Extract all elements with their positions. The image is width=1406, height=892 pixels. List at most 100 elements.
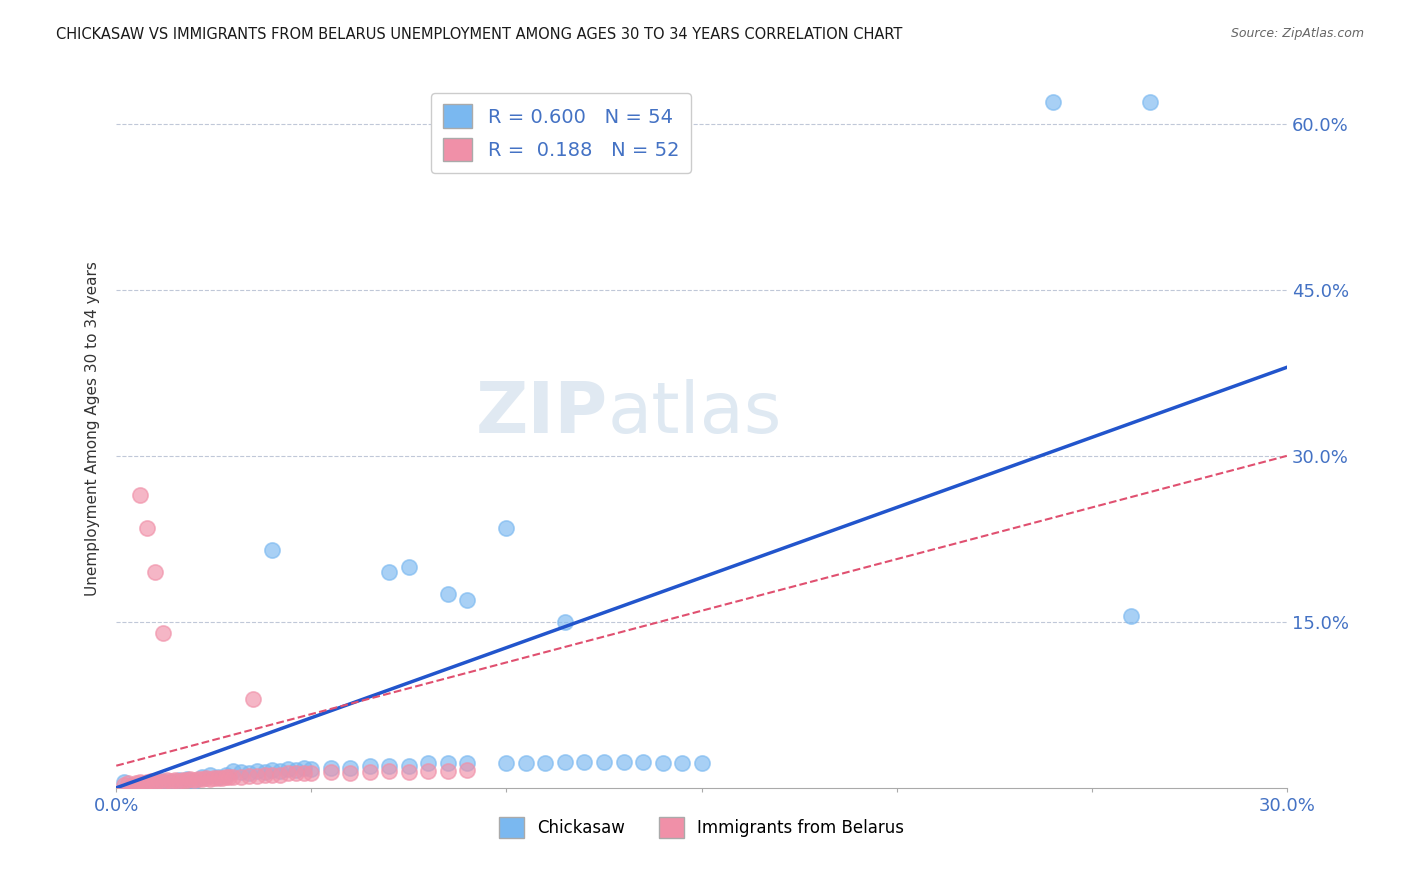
Text: ZIP: ZIP bbox=[475, 379, 607, 449]
Point bbox=[515, 756, 537, 771]
Point bbox=[319, 765, 342, 780]
Point bbox=[495, 521, 517, 535]
Point bbox=[231, 770, 253, 784]
Point bbox=[152, 626, 174, 640]
Point bbox=[198, 767, 221, 781]
Point bbox=[269, 767, 291, 781]
Legend: Chickasaw, Immigrants from Belarus: Chickasaw, Immigrants from Belarus bbox=[492, 811, 911, 844]
Point bbox=[163, 773, 186, 788]
Point bbox=[262, 542, 284, 557]
Point bbox=[378, 565, 401, 579]
Point bbox=[211, 771, 233, 785]
Point bbox=[554, 756, 576, 770]
Point bbox=[112, 775, 135, 789]
Point bbox=[319, 761, 342, 775]
Point bbox=[136, 521, 159, 535]
Point bbox=[238, 769, 260, 783]
Point bbox=[1139, 95, 1161, 109]
Point bbox=[128, 487, 150, 501]
Text: atlas: atlas bbox=[607, 379, 782, 449]
Point bbox=[218, 770, 240, 784]
Point bbox=[690, 756, 713, 771]
Point bbox=[277, 766, 299, 780]
Y-axis label: Unemployment Among Ages 30 to 34 years: Unemployment Among Ages 30 to 34 years bbox=[86, 260, 100, 596]
Point bbox=[359, 758, 381, 772]
Point bbox=[136, 776, 159, 790]
Point bbox=[176, 773, 198, 788]
Point bbox=[456, 763, 478, 777]
Point bbox=[160, 774, 183, 789]
Point bbox=[631, 756, 654, 770]
Point bbox=[359, 765, 381, 780]
Point bbox=[253, 765, 276, 780]
Point bbox=[207, 770, 229, 784]
Point bbox=[299, 762, 322, 776]
Point bbox=[398, 758, 420, 772]
Point bbox=[238, 766, 260, 780]
Point bbox=[292, 766, 315, 780]
Point bbox=[148, 774, 170, 789]
Point bbox=[299, 766, 322, 780]
Point bbox=[141, 774, 163, 789]
Point bbox=[167, 774, 190, 789]
Point bbox=[418, 756, 440, 771]
Point bbox=[398, 765, 420, 780]
Point bbox=[156, 773, 179, 788]
Point bbox=[671, 756, 693, 771]
Point bbox=[179, 772, 201, 786]
Point bbox=[339, 761, 361, 775]
Point bbox=[121, 779, 143, 793]
Point bbox=[378, 758, 401, 772]
Point bbox=[132, 776, 155, 790]
Point bbox=[152, 775, 174, 789]
Point bbox=[262, 767, 284, 781]
Point bbox=[176, 772, 198, 786]
Point bbox=[292, 761, 315, 775]
Point bbox=[183, 774, 205, 789]
Point bbox=[214, 767, 236, 781]
Point bbox=[202, 771, 225, 785]
Point bbox=[456, 756, 478, 771]
Point bbox=[269, 764, 291, 779]
Point bbox=[222, 764, 245, 779]
Text: CHICKASAW VS IMMIGRANTS FROM BELARUS UNEMPLOYMENT AMONG AGES 30 TO 34 YEARS CORR: CHICKASAW VS IMMIGRANTS FROM BELARUS UNE… bbox=[56, 27, 903, 42]
Point bbox=[214, 770, 236, 784]
Point bbox=[191, 772, 214, 786]
Point bbox=[143, 775, 166, 789]
Point bbox=[183, 773, 205, 788]
Point bbox=[277, 762, 299, 776]
Point bbox=[253, 767, 276, 781]
Point bbox=[246, 764, 269, 779]
Point bbox=[418, 764, 440, 779]
Point bbox=[172, 773, 194, 788]
Point bbox=[128, 778, 150, 792]
Text: Source: ZipAtlas.com: Source: ZipAtlas.com bbox=[1230, 27, 1364, 40]
Point bbox=[125, 776, 148, 790]
Point bbox=[456, 592, 478, 607]
Point bbox=[284, 763, 307, 777]
Point bbox=[191, 770, 214, 784]
Point bbox=[117, 776, 139, 790]
Point bbox=[398, 559, 420, 574]
Point bbox=[195, 771, 218, 785]
Point bbox=[222, 770, 245, 784]
Point bbox=[198, 772, 221, 786]
Point bbox=[246, 769, 269, 783]
Point bbox=[554, 615, 576, 629]
Point bbox=[167, 773, 190, 788]
Point bbox=[651, 756, 673, 771]
Point bbox=[143, 775, 166, 789]
Point bbox=[437, 587, 460, 601]
Point bbox=[1119, 609, 1142, 624]
Point bbox=[284, 766, 307, 780]
Point bbox=[187, 772, 209, 786]
Point bbox=[593, 756, 616, 770]
Point bbox=[143, 565, 166, 579]
Point bbox=[437, 764, 460, 779]
Point bbox=[378, 764, 401, 779]
Point bbox=[152, 774, 174, 789]
Point bbox=[136, 775, 159, 789]
Point bbox=[231, 765, 253, 780]
Point bbox=[207, 771, 229, 785]
Point bbox=[437, 756, 460, 771]
